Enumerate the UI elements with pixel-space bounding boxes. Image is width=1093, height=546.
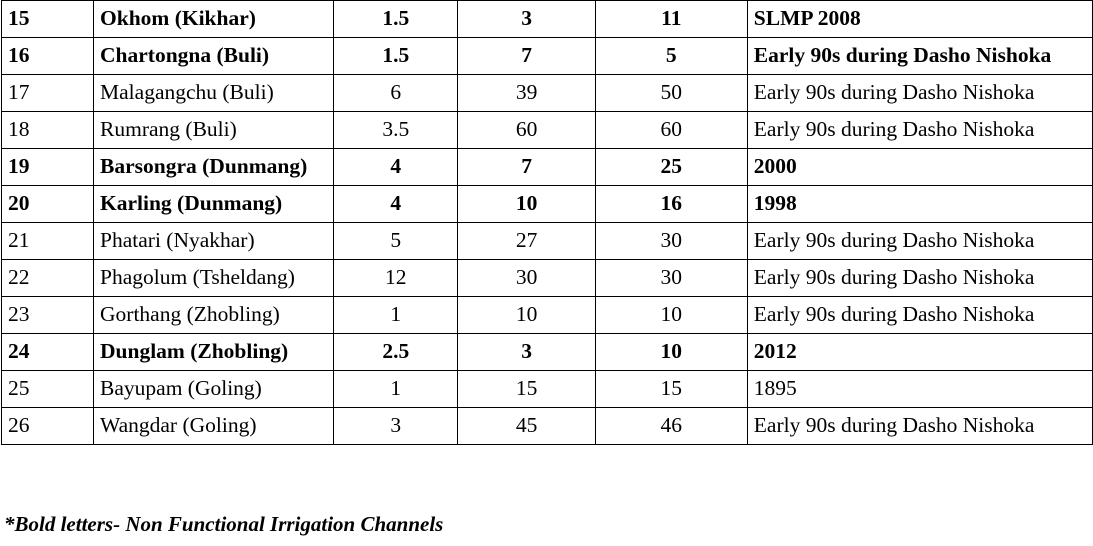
value-cell: 11 [594,0,748,38]
value-cell: 25 [594,148,748,186]
table-row: 25 Bayupam (Goling) 1 15 15 1895 [0,370,1093,408]
channel-name-cell: Dunglam (Zhobling) [93,333,335,371]
channel-name-cell: Malagangchu (Buli) [93,74,335,112]
row-number-cell: 19 [0,148,95,186]
table-row: 15 Okhom (Kikhar) 1.5 3 11 SLMP 2008 [0,0,1093,38]
table-row: 22 Phagolum (Tsheldang) 12 30 30 Early 9… [0,259,1093,297]
year-cell: 2012 [746,333,1093,371]
value-cell: 10 [457,296,596,334]
table-row: 26 Wangdar (Goling) 3 45 46 Early 90s du… [0,407,1093,445]
row-number-cell: 15 [0,0,95,38]
year-cell: Early 90s during Dasho Nishoka [746,407,1093,445]
value-cell: 50 [594,74,748,112]
year-cell: Early 90s during Dasho Nishoka [746,296,1093,334]
row-number-cell: 16 [0,37,95,75]
value-cell: 4 [333,148,459,186]
row-number-cell: 20 [0,185,95,223]
row-number-cell: 22 [0,259,95,297]
row-number-cell: 21 [0,222,95,260]
value-cell: 5 [594,37,748,75]
table-row: 18 Rumrang (Buli) 3.5 60 60 Early 90s du… [0,111,1093,149]
value-cell: 6 [333,74,459,112]
value-cell: 39 [457,74,596,112]
value-cell: 15 [457,370,596,408]
value-cell: 1 [333,296,459,334]
table-row: 19 Barsongra (Dunmang) 4 7 25 2000 [0,148,1093,186]
value-cell: 60 [457,111,596,149]
row-number-cell: 26 [0,407,95,445]
value-cell: 3 [333,407,459,445]
row-number-cell: 25 [0,370,95,408]
value-cell: 30 [594,222,748,260]
year-cell: 1998 [746,185,1093,223]
row-number-cell: 23 [0,296,95,334]
channel-name-cell: Gorthang (Zhobling) [93,296,335,334]
value-cell: 12 [333,259,459,297]
irrigation-channels-table: 15 Okhom (Kikhar) 1.5 3 11 SLMP 2008 16 … [0,0,1093,445]
value-cell: 27 [457,222,596,260]
year-cell: Early 90s during Dasho Nishoka [746,74,1093,112]
table-row: 21 Phatari (Nyakhar) 5 27 30 Early 90s d… [0,222,1093,260]
value-cell: 10 [457,185,596,223]
value-cell: 3 [457,0,596,38]
value-cell: 15 [594,370,748,408]
channel-name-cell: Phagolum (Tsheldang) [93,259,335,297]
channel-name-cell: Rumrang (Buli) [93,111,335,149]
value-cell: 7 [457,148,596,186]
year-cell: Early 90s during Dasho Nishoka [746,111,1093,149]
year-cell: Early 90s during Dasho Nishoka [746,222,1093,260]
value-cell: 30 [594,259,748,297]
row-number-cell: 24 [0,333,95,371]
year-cell: SLMP 2008 [746,0,1093,38]
channel-name-cell: Wangdar (Goling) [93,407,335,445]
channel-name-cell: Chartongna (Buli) [93,37,335,75]
value-cell: 45 [457,407,596,445]
value-cell: 2.5 [333,333,459,371]
table-row: 24 Dunglam (Zhobling) 2.5 3 10 2012 [0,333,1093,371]
value-cell: 1.5 [333,37,459,75]
table-row: 23 Gorthang (Zhobling) 1 10 10 Early 90s… [0,296,1093,334]
value-cell: 3 [457,333,596,371]
year-cell: Early 90s during Dasho Nishoka [746,37,1093,75]
row-number-cell: 17 [0,74,95,112]
table-row: 17 Malagangchu (Buli) 6 39 50 Early 90s … [0,74,1093,112]
year-cell: Early 90s during Dasho Nishoka [746,259,1093,297]
channel-name-cell: Okhom (Kikhar) [93,0,335,38]
value-cell: 10 [594,333,748,371]
value-cell: 7 [457,37,596,75]
value-cell: 1 [333,370,459,408]
channel-name-cell: Karling (Dunmang) [93,185,335,223]
channel-name-cell: Bayupam (Goling) [93,370,335,408]
value-cell: 1.5 [333,0,459,38]
year-cell: 2000 [746,148,1093,186]
value-cell: 30 [457,259,596,297]
value-cell: 46 [594,407,748,445]
value-cell: 5 [333,222,459,260]
value-cell: 4 [333,185,459,223]
year-cell: 1895 [746,370,1093,408]
table-row: 16 Chartongna (Buli) 1.5 7 5 Early 90s d… [0,37,1093,75]
row-number-cell: 18 [0,111,95,149]
table-row: 20 Karling (Dunmang) 4 10 16 1998 [0,185,1093,223]
value-cell: 16 [594,185,748,223]
footnote: *Bold letters- Non Functional Irrigation… [4,512,444,536]
value-cell: 3.5 [333,111,459,149]
channel-name-cell: Barsongra (Dunmang) [93,148,335,186]
value-cell: 10 [594,296,748,334]
channel-name-cell: Phatari (Nyakhar) [93,222,335,260]
value-cell: 60 [594,111,748,149]
